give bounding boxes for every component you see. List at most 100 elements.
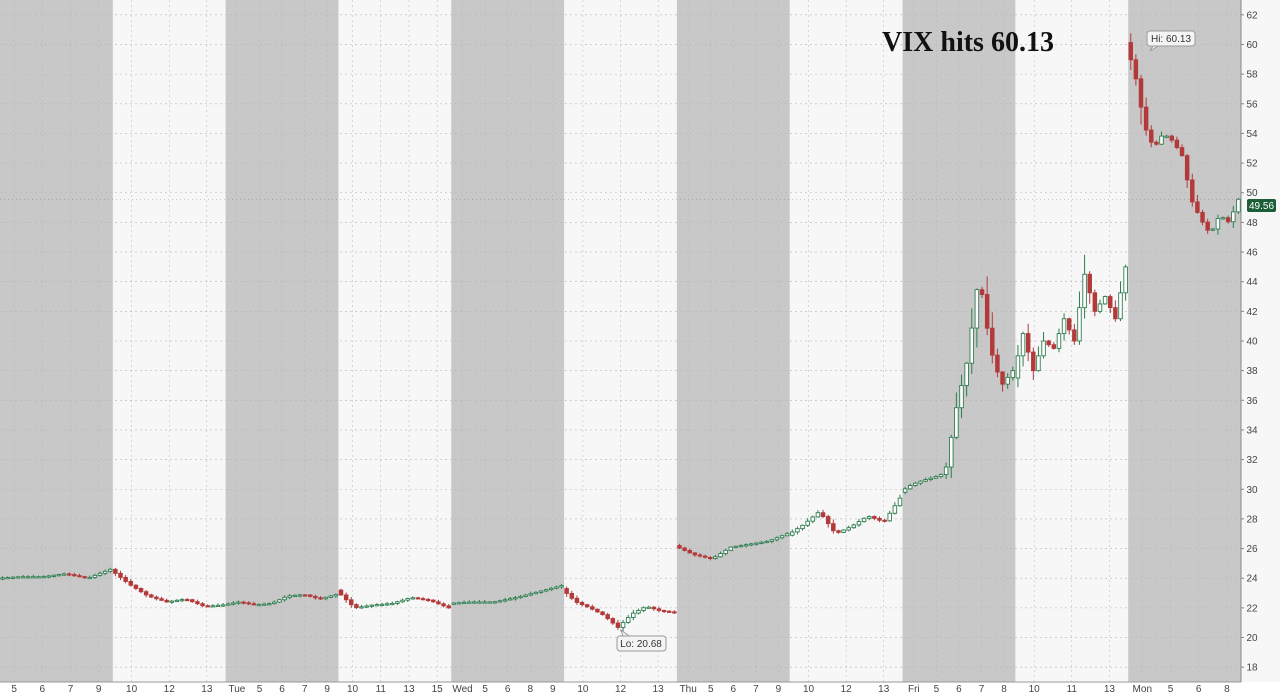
candle-down [1072, 329, 1077, 342]
candle-up [631, 612, 636, 618]
y-tick-label: 30 [1246, 485, 1258, 496]
candle-up [225, 603, 231, 606]
candle-up [805, 520, 810, 526]
x-tick-label: 5 [708, 684, 714, 695]
candle-up [964, 362, 969, 386]
candle-up [774, 537, 780, 541]
candle-up [390, 602, 395, 606]
x-tick-label: 6 [731, 684, 737, 695]
candle-down [1051, 344, 1057, 349]
candle-down [138, 588, 144, 593]
x-day-label: Fri [908, 684, 920, 695]
candle-down [1184, 155, 1190, 181]
candle-down [149, 594, 154, 598]
x-tick-label: 13 [403, 684, 415, 695]
candle-up [15, 576, 21, 579]
candle-down [302, 594, 308, 597]
y-tick-label: 32 [1246, 455, 1258, 466]
high-callout: Hi: 60.13 [1146, 30, 1196, 52]
last-price-box [1247, 199, 1276, 212]
candle-up [907, 485, 913, 490]
candle-down [984, 294, 990, 329]
low-callout-label: Lo: 20.68 [620, 639, 662, 650]
high-callout-label: Hi: 60.13 [1151, 34, 1191, 45]
y-tick-label: 56 [1246, 99, 1258, 110]
candle-up [61, 573, 67, 576]
candle-up [759, 541, 764, 544]
candle-down [615, 622, 621, 628]
y-tick-label: 26 [1246, 544, 1258, 555]
candle-down [872, 516, 877, 519]
candle-up [518, 595, 523, 599]
candle-up [20, 576, 26, 579]
candle-up [236, 601, 241, 604]
candle-up [400, 599, 405, 603]
candle-down [1195, 201, 1200, 213]
candle-up [897, 497, 903, 507]
candle-up [102, 570, 108, 574]
x-tick-label: 12 [841, 684, 853, 695]
candle-down [651, 606, 657, 610]
x-tick-label: 9 [550, 684, 556, 695]
y-tick-label: 20 [1246, 633, 1258, 644]
candle-up [938, 474, 944, 478]
last-price-badge: 49.56 [1247, 199, 1276, 212]
low-callout-box [616, 635, 667, 652]
candle-down [569, 592, 575, 599]
candle-down [882, 519, 887, 522]
x-tick-label: 7 [302, 684, 308, 695]
x-day-label: Tue [228, 684, 245, 695]
candle-down [995, 354, 1000, 373]
candle-up [0, 577, 5, 580]
candle-down [133, 584, 139, 589]
candle-up [738, 545, 744, 548]
candle-up [1210, 228, 1216, 231]
candle-down [595, 608, 600, 613]
candle-down [1046, 340, 1051, 346]
candle-down [682, 547, 687, 551]
candle-up [1118, 292, 1123, 320]
candle-down [251, 603, 257, 606]
x-tick-label: 8 [1001, 684, 1007, 695]
candle-down [113, 568, 118, 574]
candle-down [564, 588, 569, 594]
candle-down [1143, 106, 1149, 131]
candle-up [543, 589, 549, 592]
candle-up [1220, 217, 1226, 220]
candle-up [179, 599, 185, 602]
x-tick-label: 5 [934, 684, 940, 695]
candle-up [169, 600, 175, 603]
candle-down [1190, 179, 1195, 203]
candle-up [728, 546, 733, 551]
candle-up [718, 553, 723, 558]
candle-down [154, 596, 159, 600]
candle-down [313, 595, 318, 599]
candle-down [425, 598, 431, 602]
candle-up [466, 601, 472, 604]
x-tick-label: 8 [527, 684, 533, 695]
y-tick-label: 38 [1246, 366, 1258, 377]
x-tick-label: 10 [347, 684, 359, 695]
candle-up [87, 576, 92, 580]
candle-down [590, 606, 595, 610]
candle-up [31, 576, 36, 579]
candle-up [923, 479, 928, 482]
candle-down [343, 594, 349, 601]
candle-down [692, 552, 698, 556]
candle-up [410, 597, 416, 600]
candle-up [210, 605, 216, 608]
candle-up [1215, 218, 1221, 230]
candle-up [108, 568, 113, 572]
candle-down [195, 601, 200, 605]
x-tick-label: 10 [577, 684, 589, 695]
x-tick-label: 7 [753, 684, 759, 695]
y-tick-label: 36 [1246, 396, 1258, 407]
x-tick-label: 13 [1104, 684, 1116, 695]
candle-up [482, 601, 487, 604]
candle-up [1015, 355, 1021, 379]
candle-up [277, 599, 282, 603]
candle-up [959, 385, 964, 409]
x-day-label: Wed [452, 684, 472, 695]
candle-up [384, 603, 390, 606]
candle-up [528, 593, 534, 596]
